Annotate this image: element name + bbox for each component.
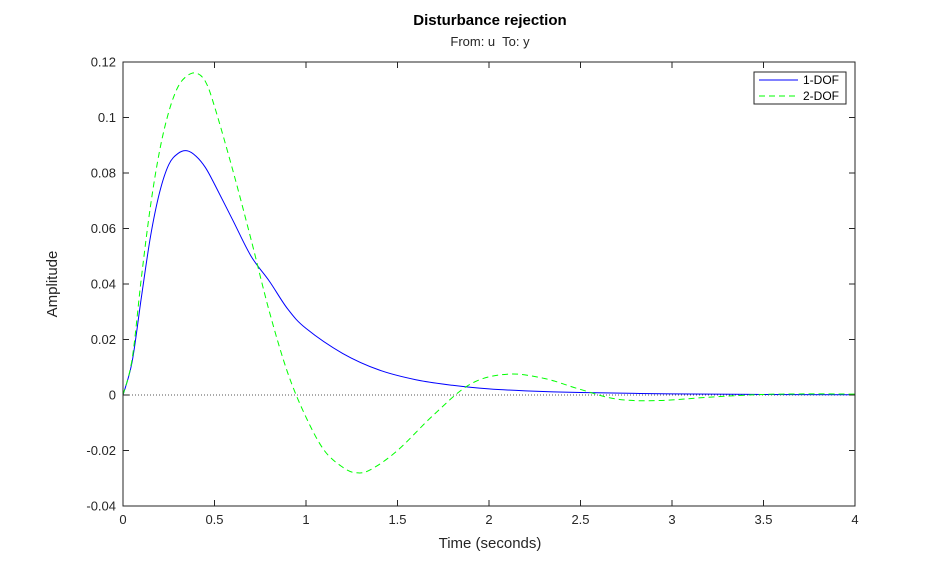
- y-tick-label: 0.08: [91, 166, 116, 181]
- y-tick-label: 0.06: [91, 221, 116, 236]
- chart-subtitle: From: u To: y: [450, 34, 530, 49]
- y-axis-title: Amplitude: [44, 251, 61, 318]
- y-tick-label: 0.1: [98, 110, 116, 125]
- x-tick-label: 3: [668, 512, 675, 527]
- series-line-1-dof: [122, 150, 856, 396]
- x-tick-label: 0.5: [205, 512, 223, 527]
- y-tick-label: -0.04: [86, 499, 116, 514]
- legend-box: [753, 71, 847, 105]
- chart-title: Disturbance rejection: [413, 12, 566, 29]
- y-tick-label: 0: [109, 388, 116, 403]
- x-tick-label: 4: [851, 512, 858, 527]
- y-tick-label: 0.12: [91, 55, 116, 70]
- legend-label-2-dof: 2-DOF: [803, 89, 839, 103]
- x-tick-label: 2.5: [571, 512, 589, 527]
- y-tick-label: 0.02: [91, 332, 116, 347]
- series-line-2-dof: [122, 72, 856, 474]
- x-axis-title: Time (seconds): [439, 535, 542, 552]
- x-tick-label: 1: [302, 512, 309, 527]
- legend: 1-DOF 2-DOF: [753, 71, 847, 105]
- x-tick-label: 0: [119, 512, 126, 527]
- x-tick-label: 1.5: [388, 512, 406, 527]
- legend-label-1-dof: 1-DOF: [803, 73, 839, 87]
- x-tick-label: 3.5: [754, 512, 772, 527]
- plot-area: [123, 62, 855, 506]
- y-tick-label: 0.04: [91, 277, 116, 292]
- y-tick-label: -0.02: [86, 443, 116, 458]
- x-tick-label: 2: [485, 512, 492, 527]
